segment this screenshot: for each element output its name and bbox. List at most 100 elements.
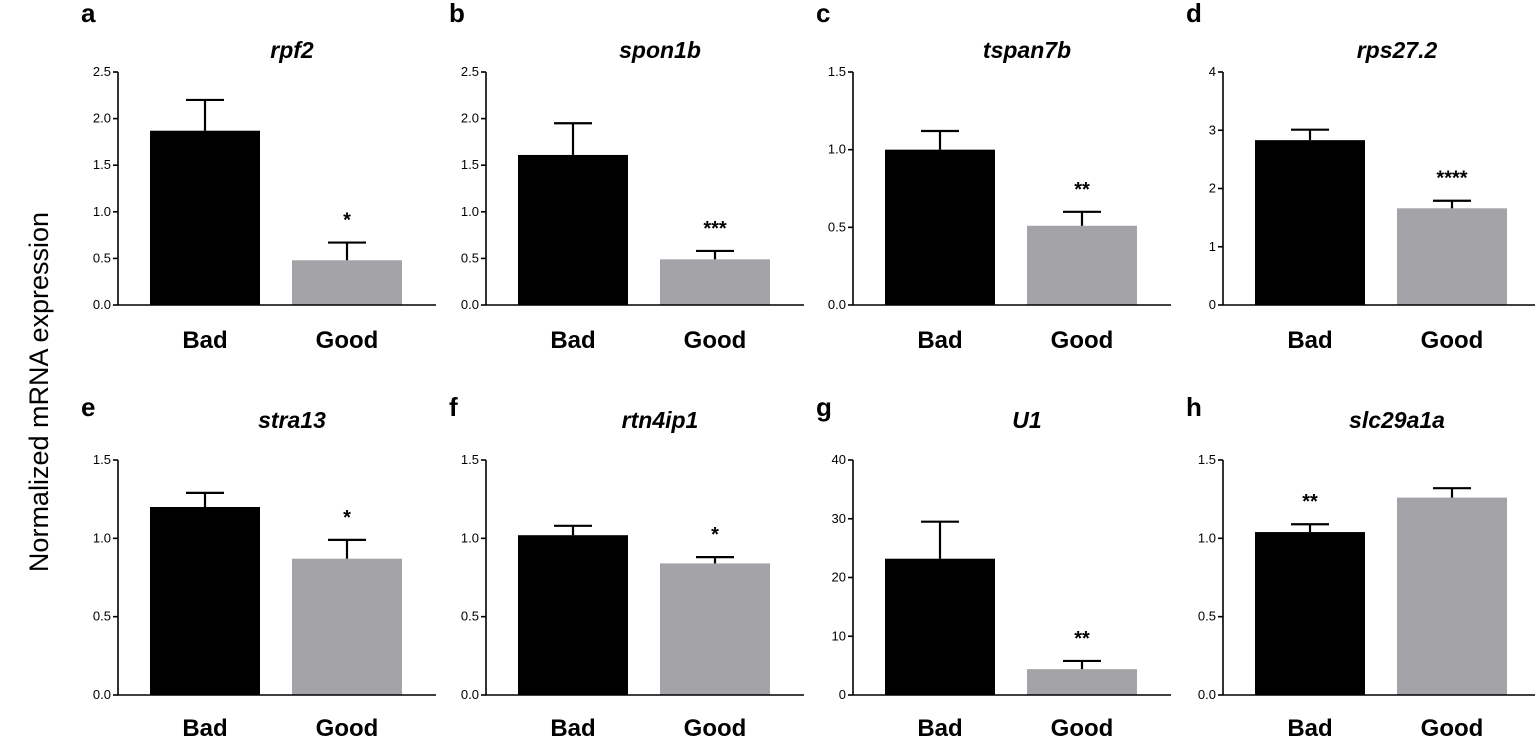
y-tick-label: 30 [832,511,846,526]
y-tick-label: 1.0 [93,530,111,545]
y-tick-label: 0.0 [93,297,111,312]
category-label-bad: Bad [1287,715,1332,742]
chart-title: rpf2 [270,37,314,63]
y-tick-label: 2 [1209,181,1216,196]
chart-title: spon1b [619,37,701,63]
y-tick-label: 1.0 [461,204,479,219]
bar-good [660,563,770,695]
y-tick-label: 1.0 [1198,530,1216,545]
category-label-good: Good [1421,715,1484,742]
panel-letter: c [816,0,830,28]
category-label-good: Good [316,327,379,354]
y-tick-label: 0.5 [461,609,479,624]
panel-letter: e [81,392,95,422]
bar-bad [150,507,260,695]
category-label-bad: Bad [550,327,595,354]
category-label-good: Good [1051,327,1114,354]
chart-panel-g: g U1 Bad ** Good 0 10 20 30 40 [816,392,1171,742]
bar-bad [885,149,995,305]
y-tick-label: 0.0 [461,297,479,312]
chart-title: tspan7b [983,37,1071,63]
y-tick-label: 1.5 [93,452,111,467]
y-tick-label: 2.0 [93,111,111,126]
panel-letter: h [1186,392,1202,422]
chart-panel-h: h slc29a1a ** Bad Good 0.0 0.5 1.0 1.5 [1186,392,1535,742]
category-label-bad: Bad [917,327,962,354]
bar-bad [1255,532,1365,695]
category-label-good: Good [684,327,747,354]
y-tick-label: 10 [832,628,846,643]
y-tick-label: 4 [1209,64,1216,79]
chart-title: U1 [1012,407,1041,433]
panels: a rpf2 Bad * Good 0.0 0.5 1.0 1.5 2.0 2.5 b spon1b Ba… [81,0,1535,742]
y-tick-label: 2.5 [461,64,479,79]
significance-marker: * [343,507,351,529]
category-label-good: Good [1051,715,1114,742]
significance-marker: ** [1074,179,1090,201]
y-tick-label: 0.5 [461,250,479,265]
category-label-good: Good [316,715,379,742]
bar-good [1027,669,1137,695]
category-label-bad: Bad [550,715,595,742]
y-tick-label: 0.5 [828,219,846,234]
bar-bad [885,558,995,695]
y-tick-label: 1.5 [93,157,111,172]
chart-panel-f: f rtn4ip1 Bad * Good 0.0 0.5 1.0 1.5 [449,392,804,742]
chart-title: stra13 [258,407,326,433]
chart-panel-d: d rps27.2 Bad **** Good 0 1 2 3 4 [1186,0,1535,354]
y-tick-label: 2.0 [461,111,479,126]
bar-good [1397,497,1507,695]
y-tick-label: 0.0 [1198,687,1216,702]
y-tick-label: 1.0 [93,204,111,219]
y-tick-label: 0.0 [461,687,479,702]
panel-letter: g [816,392,832,422]
y-tick-label: 20 [832,570,846,585]
panel-letter: d [1186,0,1202,28]
y-tick-label: 40 [832,452,846,467]
significance-marker: ** [1074,628,1090,650]
significance-marker: * [343,210,351,232]
significance-marker: *** [703,218,727,240]
panel-letter: a [81,0,96,28]
y-tick-label: 0.5 [93,609,111,624]
bar-bad [518,154,628,305]
bar-good [1027,225,1137,305]
y-tick-label: 0.0 [828,297,846,312]
y-tick-label: 0.5 [1198,609,1216,624]
y-tick-label: 0.0 [93,687,111,702]
bar-bad [150,130,260,305]
y-tick-label: 0.5 [93,250,111,265]
y-tick-label: 1.5 [461,157,479,172]
chart-panel-a: a rpf2 Bad * Good 0.0 0.5 1.0 1.5 2.0 2.5 [81,0,436,354]
chart-title: slc29a1a [1349,407,1445,433]
y-tick-label: 1.5 [461,452,479,467]
bar-good [1397,208,1507,305]
y-tick-label: 1.0 [828,142,846,157]
category-label-good: Good [1421,327,1484,354]
chart-title: rps27.2 [1357,37,1438,63]
category-label-bad: Bad [182,715,227,742]
bar-good [292,260,402,305]
y-tick-label: 3 [1209,122,1216,137]
y-tick-label: 0 [1209,297,1216,312]
y-tick-label: 2.5 [93,64,111,79]
significance-marker: ** [1302,491,1318,513]
panel-letter: b [449,0,465,28]
y-axis-label: Normalized mRNA expression [24,212,54,572]
category-label-bad: Bad [1287,327,1332,354]
chart-panel-b: b spon1b Bad *** Good 0.0 0.5 1.0 1.5 2.0 2.5 [449,0,804,354]
significance-marker: **** [1436,168,1467,190]
category-label-bad: Bad [917,715,962,742]
bar-bad [1255,140,1365,305]
category-label-good: Good [684,715,747,742]
significance-marker: * [711,524,719,546]
y-tick-label: 1.5 [1198,452,1216,467]
y-tick-label: 1.0 [461,530,479,545]
bar-bad [518,535,628,695]
y-tick-label: 0 [839,687,846,702]
panel-letter: f [449,392,458,422]
chart-panel-c: c tspan7b Bad ** Good 0.0 0.5 1.0 1.5 [816,0,1171,354]
bar-good [292,558,402,695]
y-tick-label: 1.5 [828,64,846,79]
